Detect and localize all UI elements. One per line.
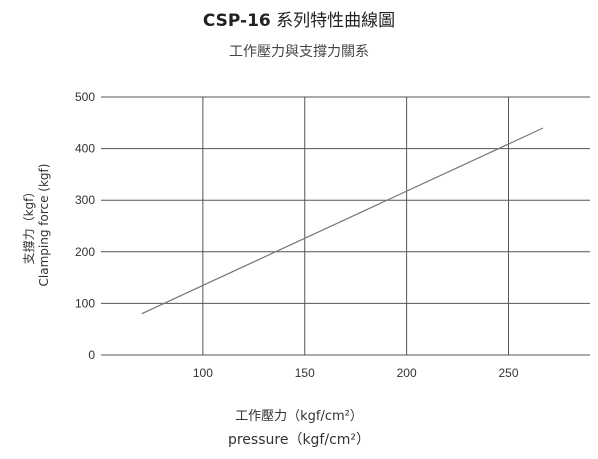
x-axis-title-en: pressure（kgf/cm²） [227, 432, 371, 448]
y-tick-label: 0 [88, 348, 95, 362]
x-tick-label: 200 [397, 366, 417, 380]
y-tick-label: 300 [75, 193, 95, 207]
chart-title: CSP-16 系列特性曲線圖 [0, 6, 598, 31]
chart-title-block: CSP-16 系列特性曲線圖 工作壓力與支撐力關系 [0, 6, 598, 61]
y-tick-label: 500 [75, 90, 95, 104]
y-tick-label: 200 [75, 245, 95, 259]
y-tick-label: 100 [75, 296, 95, 310]
x-tick-label: 150 [295, 366, 315, 380]
chart-title-text: 系列特性曲線圖 [270, 11, 396, 31]
x-tick-label: 250 [498, 366, 518, 380]
x-axis-title-cn: 工作壓力（kgf/cm²） [235, 409, 363, 424]
x-tick-label: 100 [193, 366, 213, 380]
chart-subtitle: 工作壓力與支撐力關系 [229, 44, 369, 60]
chart-title-model: CSP-16 [202, 11, 271, 31]
y-tick-label: 400 [75, 142, 95, 156]
series-line [141, 127, 544, 315]
